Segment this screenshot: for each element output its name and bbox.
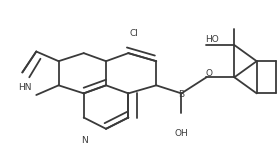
Text: N: N xyxy=(81,136,88,145)
Text: OH: OH xyxy=(174,129,188,138)
Text: Cl: Cl xyxy=(130,29,139,38)
Text: HN: HN xyxy=(19,83,32,92)
Text: B: B xyxy=(178,90,184,99)
Text: O: O xyxy=(205,69,212,78)
Text: HO: HO xyxy=(205,35,219,44)
